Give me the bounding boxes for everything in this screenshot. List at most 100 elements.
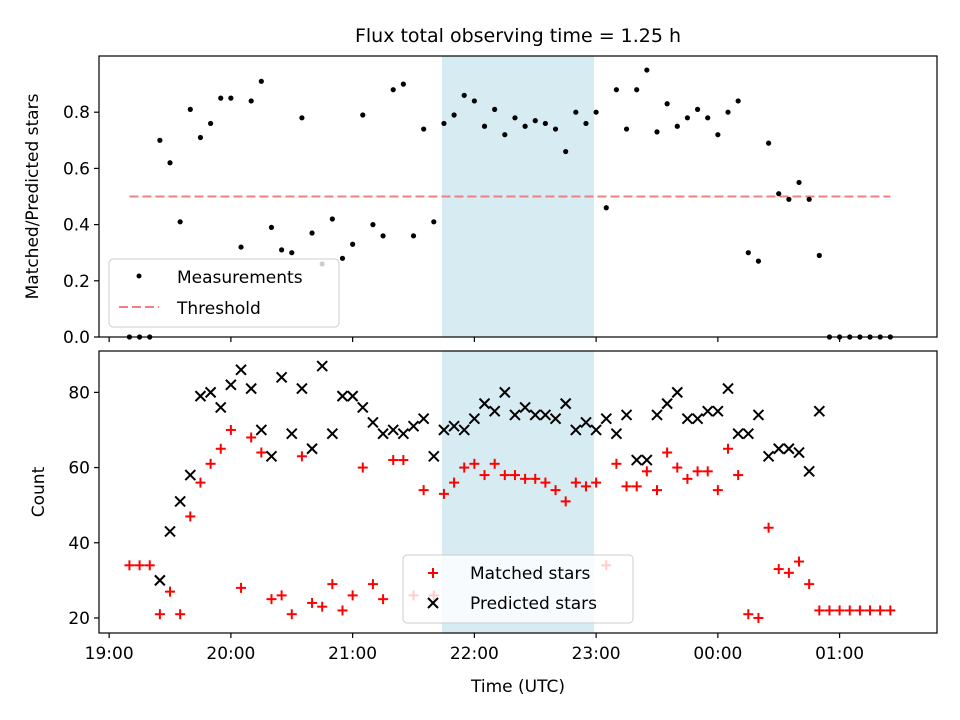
matched-point	[357, 462, 368, 473]
predicted-point-b	[752, 409, 765, 421]
matched-point	[246, 432, 257, 443]
matched-point	[763, 522, 774, 533]
measurement-point	[299, 115, 305, 121]
predicted-point	[773, 443, 785, 455]
measurement-point	[603, 205, 609, 211]
matched-point	[165, 586, 176, 597]
predicted-point	[286, 428, 298, 440]
predicted-point	[691, 412, 704, 425]
matched-point	[296, 451, 307, 462]
measurement-point	[329, 216, 335, 222]
predicted-point	[722, 382, 734, 395]
matched-point	[611, 458, 622, 469]
measurement-point	[786, 196, 792, 202]
xtick-label: 22:00	[450, 644, 499, 664]
measurement-point	[248, 98, 254, 104]
matched-point	[621, 481, 632, 492]
matched-point	[317, 601, 328, 612]
predicted-point-b	[661, 397, 673, 410]
measurement-point	[441, 120, 447, 127]
legend-measurement-marker	[136, 273, 142, 279]
matched-point	[641, 466, 652, 477]
measurement-point	[593, 109, 599, 115]
xtick-label: 21:00	[328, 644, 377, 664]
bottom-axes-frame	[98, 350, 938, 634]
predicted-point-b	[316, 360, 328, 372]
matched-point	[449, 477, 460, 488]
matched-point	[672, 462, 683, 473]
measurement-point	[512, 115, 518, 121]
matched-point	[438, 488, 449, 499]
predicted-point	[539, 409, 552, 421]
measurement-point	[177, 219, 183, 225]
bottom-ytick-label: 20	[68, 609, 90, 629]
matched-point	[580, 481, 591, 492]
predicted-point-b	[742, 428, 755, 440]
matched-point	[185, 511, 196, 522]
measurement-point	[289, 250, 295, 256]
xtick-label: 00:00	[693, 644, 742, 664]
legend-predicted-glyph	[427, 597, 439, 609]
measurement-point	[370, 222, 376, 228]
measurement-point	[197, 134, 204, 141]
predicted-point-b	[630, 454, 643, 466]
bottom-x-ticks: 19:00 20:00 21:00 22:00 23:00 00:00 01:00	[85, 633, 864, 664]
predicted-point-b	[215, 401, 227, 414]
measurement-point	[583, 120, 589, 127]
matched-point	[520, 473, 531, 484]
top-ytick-label: 0.6	[63, 159, 90, 179]
matched-point	[692, 466, 703, 477]
predicted-point	[580, 416, 592, 429]
predicted-point	[620, 409, 633, 421]
matched-point	[530, 473, 541, 484]
predicted-point	[478, 397, 491, 410]
predicted-point-b	[691, 412, 704, 425]
matched-point	[885, 605, 896, 616]
legend-predicted-label: Predicted stars	[470, 594, 597, 614]
predicted-point-b	[235, 364, 247, 376]
predicted-point	[661, 397, 673, 410]
matched-point	[256, 447, 267, 458]
bottom-legend: Matched stars Predicted stars	[402, 554, 634, 624]
predicted-point	[610, 428, 623, 440]
predicted-point-b	[793, 446, 805, 459]
predicted-point	[813, 405, 826, 417]
measurement-point	[339, 255, 346, 261]
predicted-point-b	[306, 443, 318, 455]
predicted-point-b	[773, 443, 785, 455]
predicted-point	[428, 450, 440, 462]
matched-point	[733, 470, 744, 481]
top-ytick-label: 0.0	[63, 328, 90, 348]
measurement-point	[157, 137, 163, 143]
legend-predicted-marker	[427, 597, 439, 609]
predicted-point-b	[509, 409, 521, 421]
predicted-point-b	[783, 443, 795, 455]
predicted-point-b	[468, 412, 481, 425]
predicted-point	[468, 412, 481, 425]
predicted-point	[499, 386, 511, 399]
predicted-point-b	[813, 405, 826, 417]
predicted-point	[438, 424, 450, 436]
predicted-point	[803, 465, 815, 478]
predicted-point	[255, 424, 268, 436]
measurement-point	[238, 244, 244, 250]
predicted-point-b	[204, 386, 217, 399]
matched-point	[418, 485, 429, 496]
matched-point	[854, 605, 865, 616]
top-x-ticks	[108, 337, 841, 342]
predicted-point-b	[529, 409, 541, 421]
measurement-point	[796, 179, 802, 186]
matched-point	[134, 560, 145, 571]
predicted-point	[752, 409, 765, 421]
predicted-point-b	[610, 428, 623, 440]
matched-point	[276, 590, 287, 601]
matched-point	[824, 605, 835, 616]
predicted-stars-points	[154, 360, 826, 587]
predicted-point-b	[458, 424, 470, 436]
predicted-point	[275, 371, 288, 384]
top-panel: 0.00.20.40.60.8 Matched/Predicted stars …	[23, 55, 938, 348]
predicted-point-b	[762, 450, 775, 462]
measurement-point	[816, 252, 822, 259]
predicted-point	[184, 469, 197, 481]
